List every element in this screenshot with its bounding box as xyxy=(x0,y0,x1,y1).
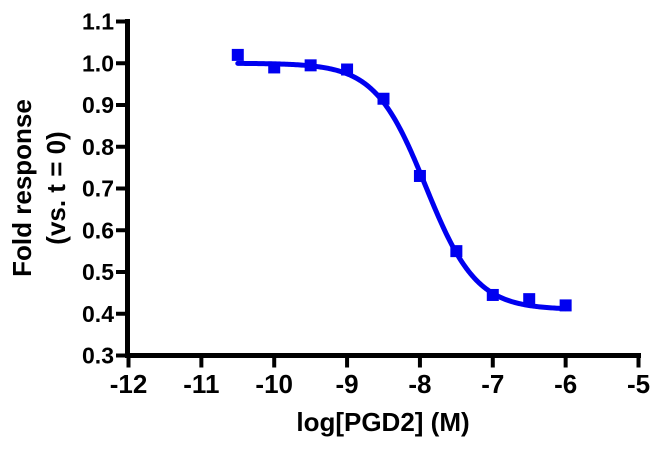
x-tick-label: -9 xyxy=(336,369,359,399)
data-point-marker xyxy=(268,61,281,74)
y-tick-label: 1.0 xyxy=(82,50,114,76)
x-tick-label: -11 xyxy=(183,369,219,399)
data-point-marker xyxy=(231,48,244,61)
x-tick-label: -5 xyxy=(627,369,650,399)
y-tick-label: 0.5 xyxy=(82,259,114,285)
data-point-marker xyxy=(413,169,426,182)
data-point-marker xyxy=(486,288,499,301)
x-tick-label: -7 xyxy=(481,369,504,399)
x-tick-label: -8 xyxy=(408,369,431,399)
x-tick-label: -6 xyxy=(554,369,577,399)
y-tick-label: 0.9 xyxy=(82,92,114,118)
x-axis-title: log[PGD2] (M) xyxy=(296,407,469,437)
axis-layer xyxy=(116,19,641,368)
data-point-marker xyxy=(450,245,463,258)
x-tick-label: -10 xyxy=(255,369,293,399)
data-point-marker xyxy=(377,92,390,105)
fit-curve xyxy=(235,60,569,312)
data-point-marker xyxy=(341,63,354,76)
y-tick-label: 0.3 xyxy=(82,343,114,369)
y-tick-label: 1.1 xyxy=(82,9,114,35)
plot-layer xyxy=(231,48,572,312)
tick-label-layer: -12 -11 -10 -9 -8 -7 -6 -5 0.3 0.4 0.5 0.6 0.7 0.8 0.9… xyxy=(82,9,650,400)
data-point-marker xyxy=(559,299,572,312)
x-tick-label: -12 xyxy=(110,369,148,399)
y-axis-title-line2: (vs. t = 0) xyxy=(41,131,71,244)
y-tick-label: 0.7 xyxy=(82,176,114,202)
data-point-marker xyxy=(304,59,317,72)
y-axis-title-line1: Fold response xyxy=(7,99,37,277)
y-tick-label: 0.6 xyxy=(82,217,114,243)
data-point-marker xyxy=(523,293,536,306)
y-tick-label: 0.4 xyxy=(82,301,114,327)
y-tick-label: 0.8 xyxy=(82,134,114,160)
